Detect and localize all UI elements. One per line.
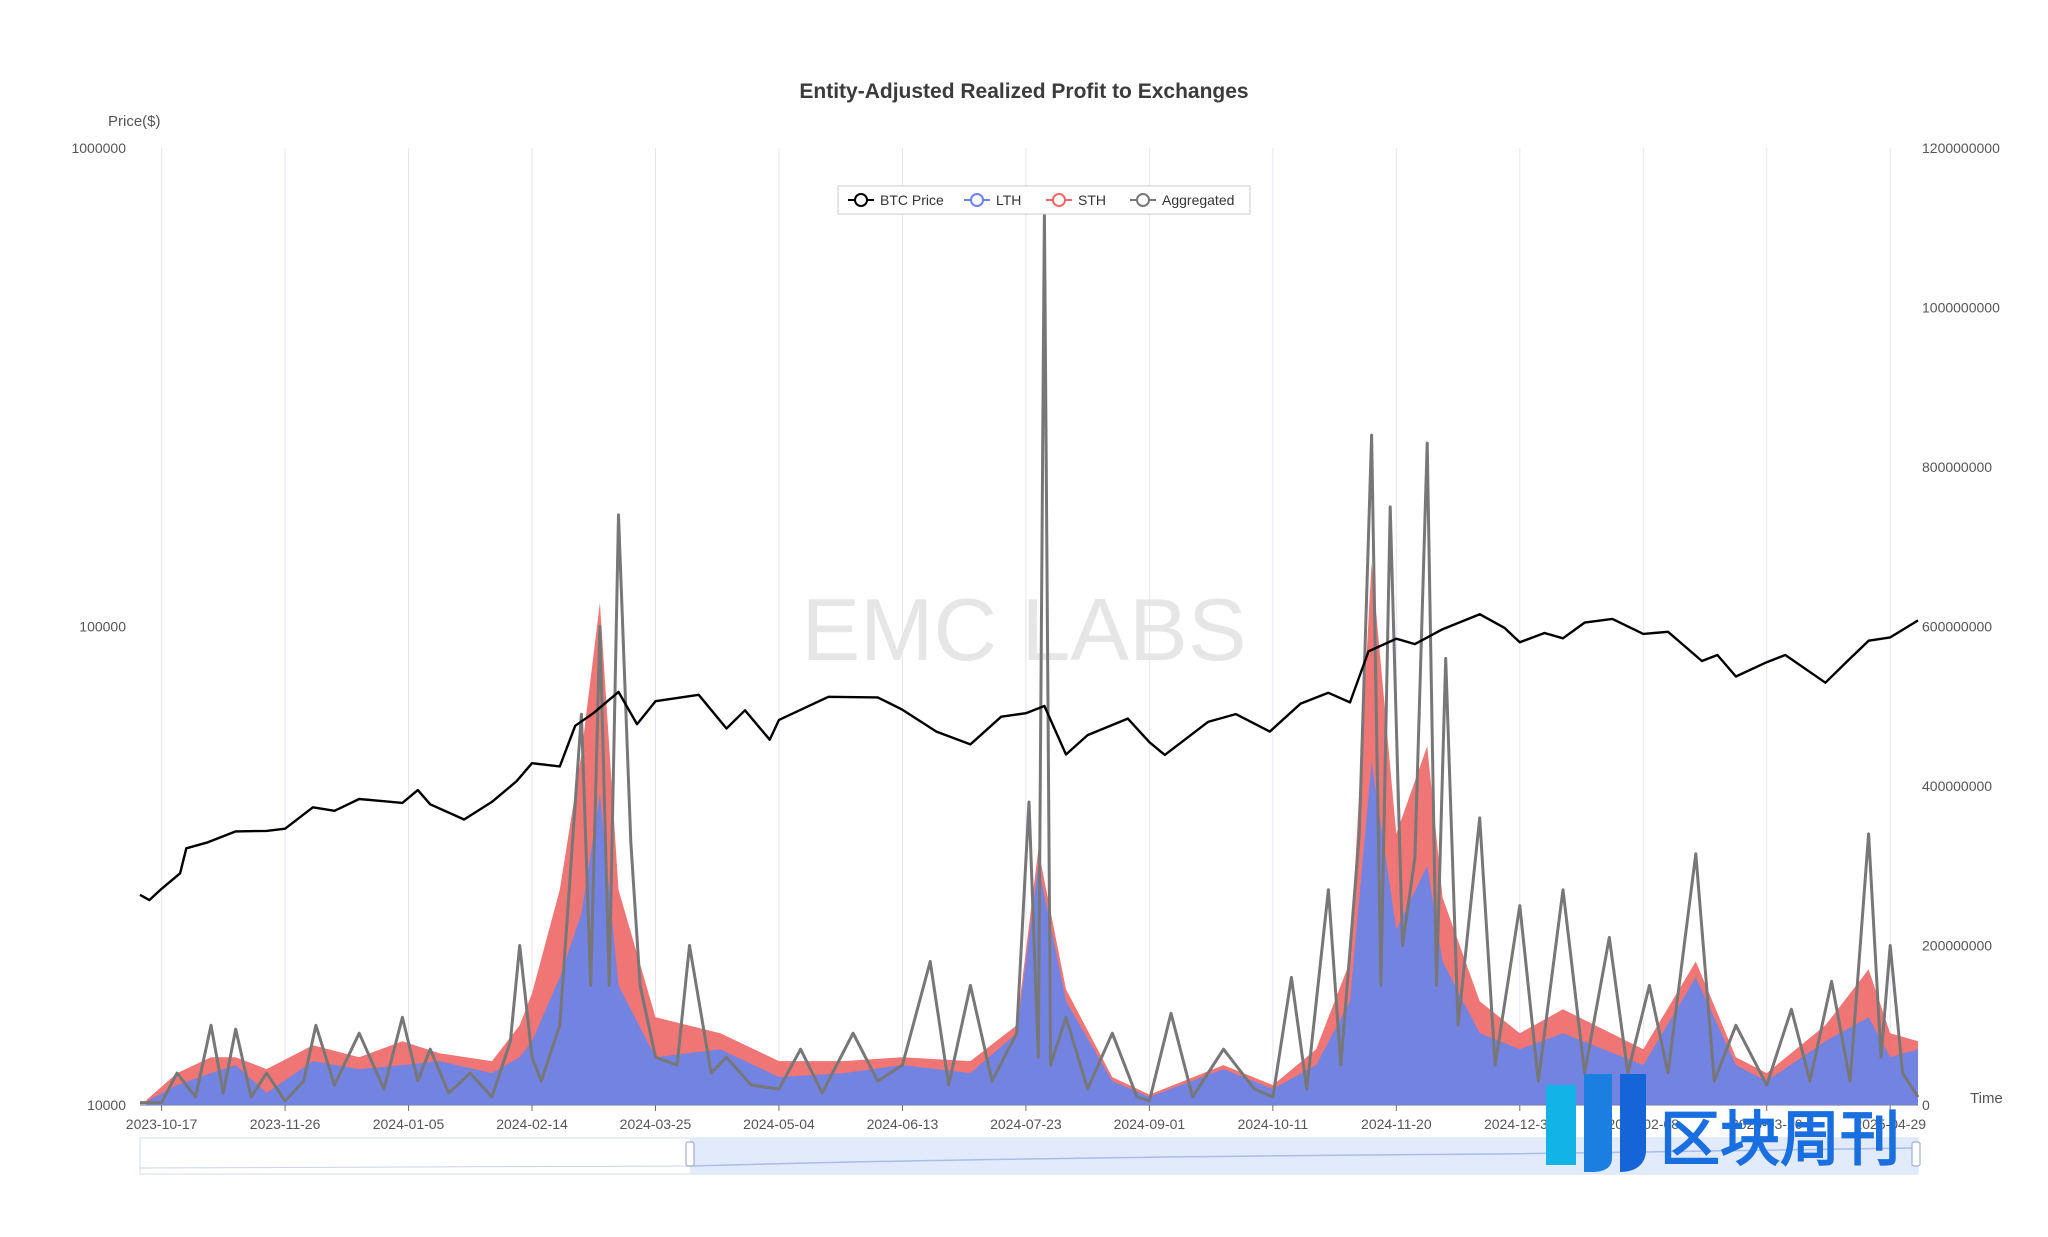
x-tick-label: 2024-02-14: [496, 1116, 568, 1132]
x-tick-label: 2023-10-17: [126, 1116, 198, 1132]
lth-area: [146, 762, 1919, 1105]
x-tick-label: 2024-03-25: [620, 1116, 692, 1132]
legend-swatch-marker: [854, 193, 868, 207]
brand-overlay: 区块周刊: [1546, 1074, 1900, 1175]
x-tick-label: 2024-06-13: [867, 1116, 939, 1132]
y-left-tick-label: 10000: [87, 1097, 126, 1113]
zoom-preview-line-left: [139, 1165, 691, 1169]
chart-title: Entity-Adjusted Realized Profit to Excha…: [799, 80, 1248, 103]
btc-price-line: [139, 613, 1919, 902]
y-right-tick-label: 400000000: [1922, 778, 1992, 794]
y-axis-left-label: Price($): [108, 113, 161, 130]
legend-swatch-marker: [970, 193, 984, 207]
y-right-tick-label: 0: [1922, 1097, 1930, 1113]
y-right-tick-label: 600000000: [1922, 619, 1992, 635]
legend: BTC Price LTH STH Aggregated: [837, 185, 1251, 215]
zoom-preview-line: [689, 1147, 1919, 1167]
x-tick-label: 2024-05-04: [743, 1116, 815, 1132]
logo-bar-3: [1620, 1074, 1646, 1172]
legend-box: [837, 185, 1251, 215]
watermark-text: EMC LABS: [801, 580, 1246, 679]
y-right-tick-label: 1200000000: [1922, 140, 2000, 156]
logo-bar-2: [1584, 1074, 1612, 1172]
x-tick-label: 2024-01-05: [373, 1116, 445, 1132]
data-zoom-slider: [139, 1137, 1921, 1175]
x-tick-label: 2024-09-01: [1114, 1116, 1186, 1132]
x-tick-label: 2024-11-20: [1361, 1116, 1432, 1132]
y-right-tick-label: 1000000000: [1922, 300, 2000, 316]
legend-label: BTC Price: [880, 192, 944, 208]
brand-text: 区块周刊: [1660, 1105, 1900, 1175]
x-tick-label: 2025-03-20: [1731, 1116, 1803, 1132]
x-tick-label: 2024-10-11: [1238, 1116, 1309, 1132]
logo-bar-1: [1546, 1085, 1576, 1165]
x-tick-label: 2023-11-26: [250, 1116, 321, 1132]
x-tick-label: 2025-04-29: [1854, 1116, 1926, 1132]
x-tick-label: 2024-12-30: [1484, 1116, 1556, 1132]
bracket-logo: [1546, 1074, 1646, 1172]
legend-label: Aggregated: [1162, 192, 1234, 208]
legend-swatch-marker: [1052, 193, 1066, 207]
legend-label: LTH: [996, 192, 1021, 208]
x-axis-label: Time: [1970, 1090, 2003, 1107]
y-right-tick-label: 800000000: [1922, 459, 1992, 475]
zoom-handle-right[interactable]: [1911, 1141, 1921, 1167]
legend-swatch-marker: [1136, 193, 1150, 207]
y-left-tick-label: 100000: [79, 619, 126, 635]
y-right-tick-label: 200000000: [1922, 938, 1992, 954]
x-tick-label: 2024-07-23: [990, 1116, 1062, 1132]
y-left-tick-label: 1000000: [71, 140, 126, 156]
aggregated-line: [140, 210, 1920, 1105]
zoom-handle-left[interactable]: [685, 1141, 695, 1167]
legend-label: STH: [1078, 192, 1106, 208]
